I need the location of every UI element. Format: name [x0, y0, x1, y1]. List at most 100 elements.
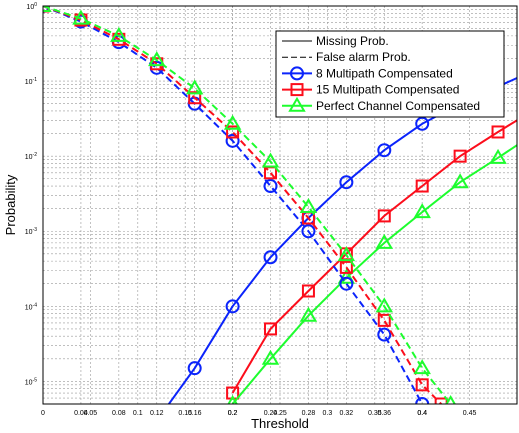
data-point-circle: [187, 361, 202, 376]
y-tick-exponent: -5: [33, 377, 38, 383]
x-tick-label: 0.3: [323, 410, 333, 417]
data-point-triangle: [451, 173, 469, 189]
x-tick-label: 0: [41, 410, 45, 417]
x-tick-label: 0.24: [264, 410, 278, 417]
y-tick-base: 10: [26, 4, 34, 11]
series-line: [43, 6, 452, 404]
y-tick-base: 10: [25, 379, 33, 386]
x-tick-label: 0.32: [340, 410, 354, 417]
data-point-triangle: [223, 114, 242, 130]
data-point-circle: [225, 299, 240, 314]
series-line: [231, 144, 517, 404]
legend-marker-square: [290, 83, 304, 97]
data-point-square: [264, 322, 278, 336]
data-point-triangle: [185, 79, 204, 95]
data-point-triangle: [261, 152, 280, 168]
y-tick-base: 10: [25, 229, 33, 236]
data-point-triangle: [299, 198, 318, 214]
y-tick-exponent: -4: [33, 302, 38, 308]
data-point-square: [377, 209, 391, 223]
series-clip-group: [43, 6, 517, 404]
x-tick-label: 0.2: [228, 410, 238, 417]
y-tick-exponent: 0: [34, 2, 37, 8]
data-point-triangle: [445, 395, 456, 404]
legend-marker-circle: [290, 66, 304, 81]
data-point-square: [415, 378, 429, 392]
x-tick-label: 0.4: [417, 410, 427, 417]
data-point-triangle: [489, 148, 507, 164]
y-tick-label: 10-5: [25, 377, 37, 386]
data-point-square: [491, 125, 505, 139]
data-point-square: [377, 313, 391, 327]
x-tick-label: 0.4: [417, 410, 427, 417]
data-point-circle: [301, 224, 316, 239]
x-tick-label: 0.25: [273, 410, 287, 417]
y-tick-base: 10: [25, 154, 33, 161]
x-axis-label: Threshold: [251, 416, 309, 431]
data-point-circle: [377, 327, 392, 342]
data-point-circle: [415, 397, 430, 404]
data-point-triangle: [299, 306, 318, 322]
legend-label: 15 Multipath Compensated: [316, 83, 459, 97]
data-point-triangle: [72, 9, 90, 25]
x-tick-label: 0.2: [228, 410, 238, 417]
y-tick-label: 10-4: [25, 302, 37, 311]
x-tick-label: 0.08: [112, 410, 126, 417]
y-tick-base: 10: [25, 79, 33, 86]
data-point-circle: [263, 179, 278, 194]
x-tick-label: 0.36: [377, 410, 391, 417]
data-point-circle: [225, 133, 240, 148]
data-point-triangle: [413, 359, 431, 375]
plot-frame: [42, 5, 518, 405]
data-point-triangle: [148, 51, 166, 67]
legend-label: Perfect Channel Compensated: [316, 99, 480, 113]
data-point-square: [226, 125, 240, 139]
series-false-alarm-triangle: [43, 6, 456, 404]
data-point-triangle: [413, 203, 431, 219]
data-point-triangle: [227, 395, 238, 404]
legend-label: 8 Multipath Compensated: [316, 66, 453, 80]
series-missing-triangle: [227, 144, 517, 404]
data-point-circle: [377, 143, 392, 158]
data-point-triangle: [337, 268, 356, 284]
y-tick-base: 10: [25, 304, 33, 311]
data-point-circle: [339, 276, 354, 291]
data-point-square: [188, 91, 202, 105]
x-tick-label: 0.35: [368, 410, 382, 417]
data-point-square: [453, 149, 467, 163]
x-tick-labels: 0 0.05 0.1 0.15 0.2 0.25 0.3 0.35 0.4 0.45 0.04 0.0…: [41, 410, 476, 417]
data-point-triangle: [337, 246, 356, 262]
data-point-circle: [415, 116, 430, 131]
y-tick-exponent: -2: [33, 152, 38, 158]
y-tick-exponent: -1: [33, 77, 38, 83]
legend-label: Missing Prob.: [316, 34, 389, 48]
series-layer: [43, 6, 517, 404]
data-point-square: [301, 284, 315, 298]
x-tick-label: 0.04: [74, 410, 88, 417]
data-point-triangle: [261, 349, 280, 365]
data-point-circle: [339, 175, 354, 190]
x-tick-label: 0.1: [133, 410, 143, 417]
legend-label: False alarm Prob.: [316, 50, 411, 64]
x-tick-label: 0.45: [463, 410, 477, 417]
data-point-triangle: [110, 26, 128, 42]
legend-box: [275, 30, 505, 118]
y-axis-label: Probability: [3, 174, 18, 235]
series-line: [43, 6, 442, 404]
x-tick-label: 0.05: [84, 410, 98, 417]
x-tick-label: 0.15: [178, 410, 192, 417]
y-tick-label: 10-2: [25, 152, 37, 161]
data-point-triangle: [375, 233, 394, 249]
data-point-square: [434, 397, 448, 404]
y-tick-exponent: -3: [33, 227, 38, 233]
data-point-square: [339, 260, 353, 274]
legend-marker-triangle: [288, 96, 306, 112]
y-tick-label: 100: [26, 2, 37, 11]
data-point-square: [415, 179, 429, 193]
y-tick-label: 10-3: [25, 227, 37, 236]
x-tick-label: 0.12: [150, 410, 164, 417]
legend: Missing Prob. False alarm Prob. 8 Multipat…: [275, 30, 505, 118]
data-point-circle: [263, 250, 278, 265]
